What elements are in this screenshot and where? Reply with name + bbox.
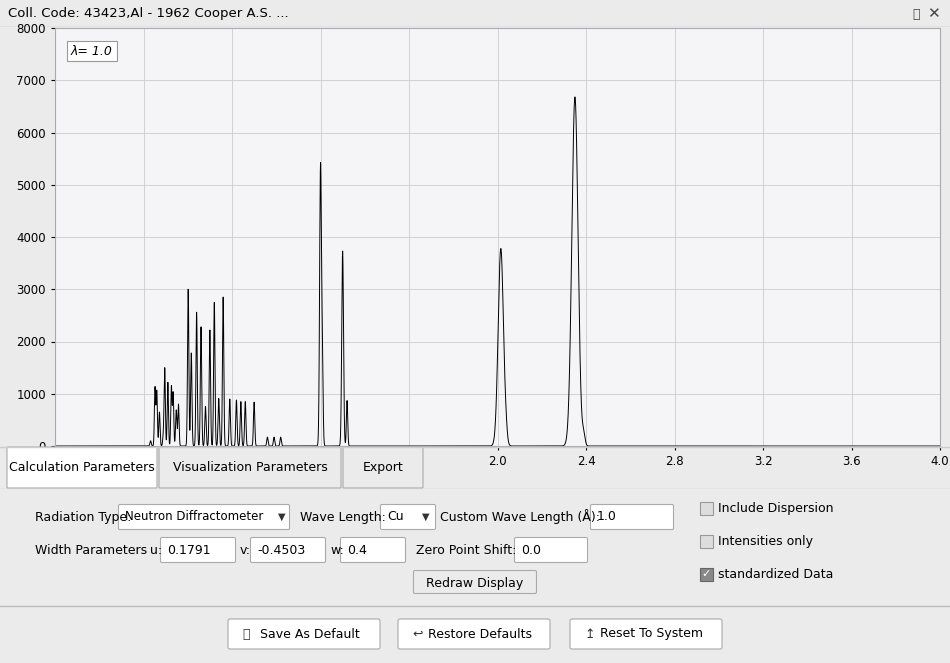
- Text: -0.4503: -0.4503: [257, 544, 305, 556]
- FancyBboxPatch shape: [228, 619, 380, 649]
- Text: Visualization Parameters: Visualization Parameters: [173, 461, 328, 474]
- Text: ✓: ✓: [702, 570, 712, 579]
- FancyBboxPatch shape: [570, 619, 722, 649]
- Text: 0.4: 0.4: [347, 544, 367, 556]
- FancyBboxPatch shape: [159, 447, 341, 488]
- Text: Cu: Cu: [387, 511, 404, 524]
- Text: Export: Export: [363, 461, 404, 474]
- Text: Custom Wave Length (Å):: Custom Wave Length (Å):: [440, 510, 600, 524]
- FancyBboxPatch shape: [413, 570, 537, 593]
- FancyBboxPatch shape: [340, 538, 406, 562]
- FancyBboxPatch shape: [119, 505, 290, 530]
- Text: ⤢: ⤢: [913, 7, 920, 21]
- Text: Wave Length:: Wave Length:: [300, 511, 386, 524]
- Text: Reset To System: Reset To System: [600, 627, 704, 640]
- Text: ↩: ↩: [412, 627, 423, 640]
- FancyBboxPatch shape: [515, 538, 587, 562]
- Text: Width Parameters: Width Parameters: [35, 544, 147, 556]
- Text: 0.0: 0.0: [521, 544, 541, 556]
- Text: 1.0: 1.0: [597, 511, 617, 524]
- Bar: [700, 502, 713, 515]
- Text: Coll. Code: 43423,Al - 1962 Cooper A.S. ...: Coll. Code: 43423,Al - 1962 Cooper A.S. …: [8, 7, 289, 21]
- FancyBboxPatch shape: [381, 505, 435, 530]
- FancyBboxPatch shape: [251, 538, 326, 562]
- Text: λ= 1.0: λ= 1.0: [71, 44, 113, 58]
- Text: ⎙: ⎙: [242, 627, 250, 640]
- Text: ↥: ↥: [584, 627, 595, 640]
- Text: Neutron Diffractometer: Neutron Diffractometer: [125, 511, 263, 524]
- Text: 0.1791: 0.1791: [167, 544, 211, 556]
- Text: ▼: ▼: [422, 512, 429, 522]
- Text: Calculation Parameters: Calculation Parameters: [10, 461, 155, 474]
- Text: Zero Point Shift:: Zero Point Shift:: [416, 544, 517, 556]
- Text: Restore Defaults: Restore Defaults: [428, 627, 532, 640]
- Text: ▼: ▼: [278, 512, 286, 522]
- Bar: [700, 535, 713, 548]
- Text: Redraw Display: Redraw Display: [427, 577, 523, 589]
- Text: standardized Data: standardized Data: [718, 568, 833, 581]
- Text: u:: u:: [150, 544, 162, 556]
- Text: Intensities only: Intensities only: [718, 535, 813, 548]
- Text: Include Dispersion: Include Dispersion: [718, 502, 833, 515]
- FancyBboxPatch shape: [7, 447, 157, 488]
- FancyBboxPatch shape: [343, 447, 423, 488]
- FancyBboxPatch shape: [161, 538, 236, 562]
- Bar: [700, 568, 713, 581]
- FancyBboxPatch shape: [591, 505, 674, 530]
- Text: ✕: ✕: [927, 7, 940, 21]
- Text: Save As Default: Save As Default: [260, 627, 360, 640]
- Text: Radiation Type:: Radiation Type:: [35, 511, 131, 524]
- Text: v:: v:: [240, 544, 251, 556]
- FancyBboxPatch shape: [398, 619, 550, 649]
- Text: w:: w:: [330, 544, 344, 556]
